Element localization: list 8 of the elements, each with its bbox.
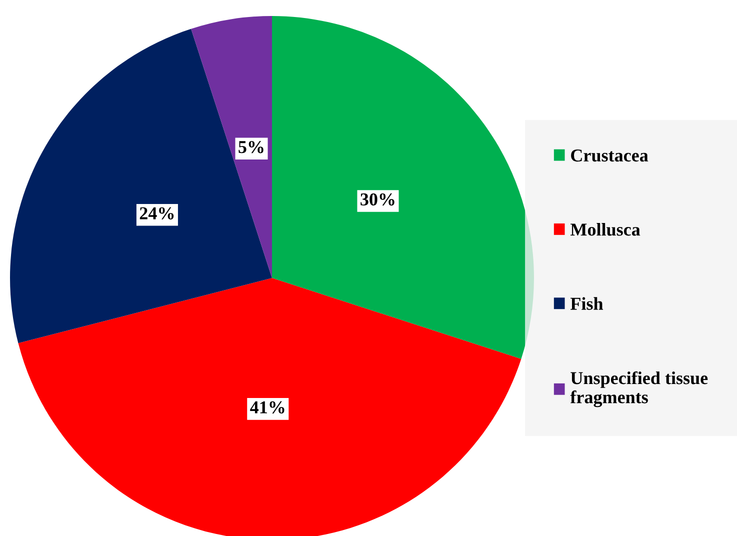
- legend-label: Crustacea: [571, 149, 648, 162]
- data-label: 41%: [250, 401, 284, 414]
- data-label: 5%: [238, 140, 264, 154]
- legend-label: Fish: [570, 297, 604, 310]
- data-label: 24%: [140, 207, 174, 220]
- data-label: 30%: [360, 193, 394, 206]
- legend-label: Unspecified tissue fragments: [570, 371, 708, 408]
- legend-label: Mollusca: [570, 223, 640, 236]
